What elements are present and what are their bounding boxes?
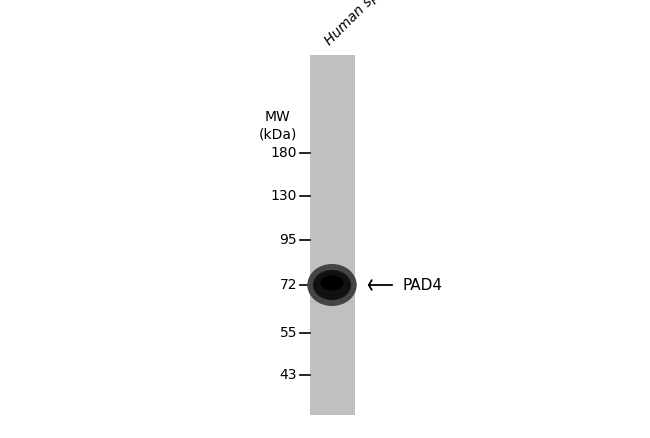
- Ellipse shape: [320, 276, 343, 290]
- Text: Human spleen: Human spleen: [322, 0, 402, 48]
- Text: PAD4: PAD4: [402, 278, 442, 293]
- Ellipse shape: [307, 264, 357, 306]
- Text: 72: 72: [280, 278, 297, 292]
- Text: MW
(kDa): MW (kDa): [259, 110, 297, 141]
- Text: 180: 180: [270, 146, 297, 160]
- Text: 43: 43: [280, 368, 297, 382]
- Text: 55: 55: [280, 326, 297, 340]
- Bar: [310, 55, 355, 415]
- Ellipse shape: [313, 270, 351, 300]
- Text: 95: 95: [280, 233, 297, 247]
- Text: 130: 130: [270, 189, 297, 203]
